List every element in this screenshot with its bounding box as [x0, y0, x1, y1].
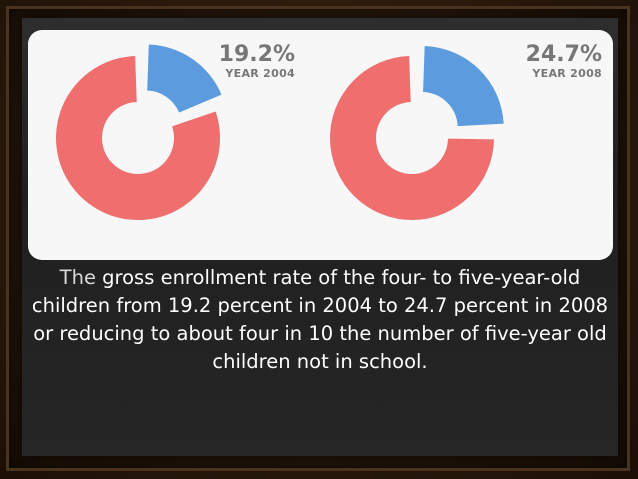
- donut-label-2004: 19.2% YEAR 2004: [190, 42, 295, 80]
- slide-frame: [6, 6, 630, 471]
- caption-first-word: The: [59, 266, 96, 289]
- remainder-slice: [55, 56, 220, 220]
- donut-chart-2008: [330, 46, 504, 220]
- value-label-2008: 24.7%: [525, 42, 602, 67]
- value-label-2004: 19.2%: [218, 42, 295, 67]
- enrolled-slice: [147, 44, 222, 113]
- year-label-2008: YEAR 2008: [532, 67, 602, 80]
- donut-label-2008: 24.7% YEAR 2008: [497, 42, 602, 80]
- caption-text: gross enrollment rate of the four- to fi…: [31, 266, 609, 373]
- year-label-2004: YEAR 2004: [225, 67, 295, 80]
- remainder-slice: [330, 56, 494, 220]
- donut-chart-2004: [55, 44, 222, 220]
- slide-caption: The gross enrollment rate of the four- t…: [30, 264, 610, 376]
- enrolled-slice: [423, 46, 504, 127]
